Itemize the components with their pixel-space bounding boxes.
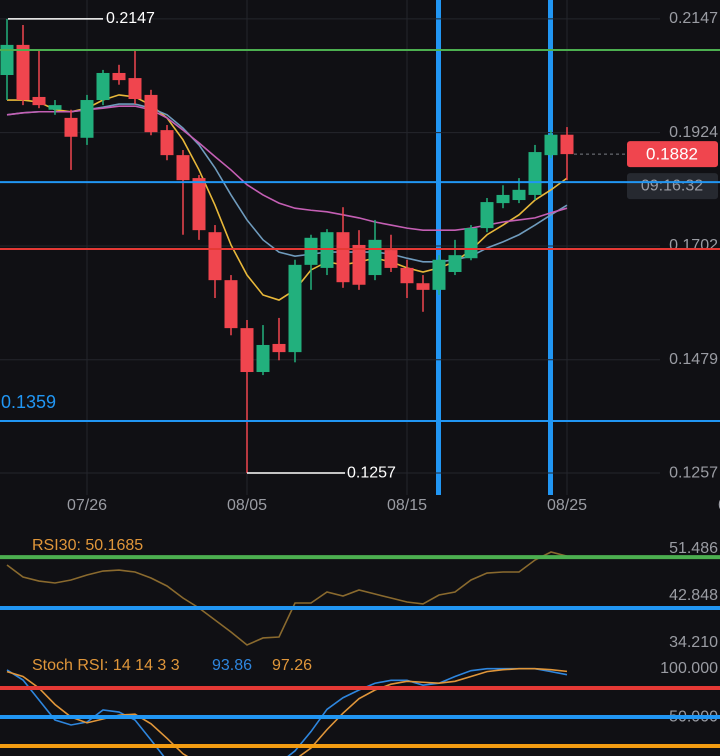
legend-entry: EMA14: 0.1780 [167,0,277,4]
candle-body [480,202,494,229]
drawing-vertical-line [436,0,441,495]
countdown-box [627,173,718,200]
candle-body [80,100,94,138]
candle-body [304,237,318,265]
candle-body [256,344,270,373]
panel [6,667,568,756]
candle-body [96,72,110,101]
x-tick-label: 07/26 [67,497,107,514]
indicator-line [6,667,568,756]
candle-body [128,78,142,99]
last-price-box [627,141,718,168]
candle-body [528,152,542,195]
high-label: 0.2147 [106,10,155,27]
y-tick-label: 0.1702 [669,237,718,254]
candle-body [448,255,462,272]
y-tick-label: 0.1257 [669,464,718,481]
panel-labels: 51.486 42.848 34.210 RSI30: 50.1685 [32,537,718,651]
candle-body [512,189,526,201]
legend-entry: EMA25: 0.1773 [302,0,412,4]
indicator-line [6,667,568,756]
candle-body [176,155,190,181]
candle-body [352,244,366,285]
candle-body [240,328,254,373]
candle-body [400,267,414,284]
low-label: 0.1257 [347,464,396,481]
candle-body [144,94,158,133]
x-tick-label: 08/25 [547,497,587,514]
countdown-label: 09:16:32 [641,177,703,194]
candle-body [48,105,62,110]
y-tick-label: 100.000 [660,660,718,677]
candle-body [496,194,510,204]
candle-body [192,178,206,231]
candle-body [64,117,78,137]
panel [6,551,568,646]
x-tick-label: 09 [718,497,720,514]
candle-body [432,259,446,290]
candle-body [384,250,398,268]
y-tick-label: 42.848 [669,587,718,604]
candle-body [16,44,30,101]
candle-body [368,239,382,276]
candle-body [0,44,14,76]
candle-body [208,232,222,281]
candle-body [320,232,334,268]
legend-entry: 93.86 [212,657,252,674]
y-tick-label: 0.1479 [669,351,718,368]
horizontal-line-label: 0.1359 [1,392,56,412]
candle-body [544,134,558,156]
panel [0,0,660,495]
y-tick-label: 0.2147 [669,10,718,27]
y-tick-label: 51.486 [669,540,718,557]
candle-body [288,264,302,353]
candle-body [32,96,46,106]
candle-body [560,134,574,155]
candle-body [160,130,174,156]
indicator-line [6,105,568,231]
indicator-title: Stoch RSI: 14 14 3 3 [32,657,180,674]
candle-body [336,232,350,283]
candle-body [416,283,430,290]
drawing-vertical-line [548,0,553,495]
legend-entry: EMA7: 0.1880 [32,0,134,4]
candle-body [112,72,126,81]
y-tick-label: 34.210 [669,634,718,651]
candle-body [272,343,286,353]
x-tick-label: 08/15 [387,497,427,514]
last-price-label: 0.1882 [646,145,698,164]
indicator-line [6,551,568,646]
indicator-title: RSI30: 50.1685 [32,537,143,554]
y-tick-label: 0.1924 [669,124,718,141]
candle-body [464,228,478,259]
x-tick-label: 08/05 [227,497,267,514]
legend-entry: 97.26 [272,657,312,674]
candle-body [224,280,238,329]
